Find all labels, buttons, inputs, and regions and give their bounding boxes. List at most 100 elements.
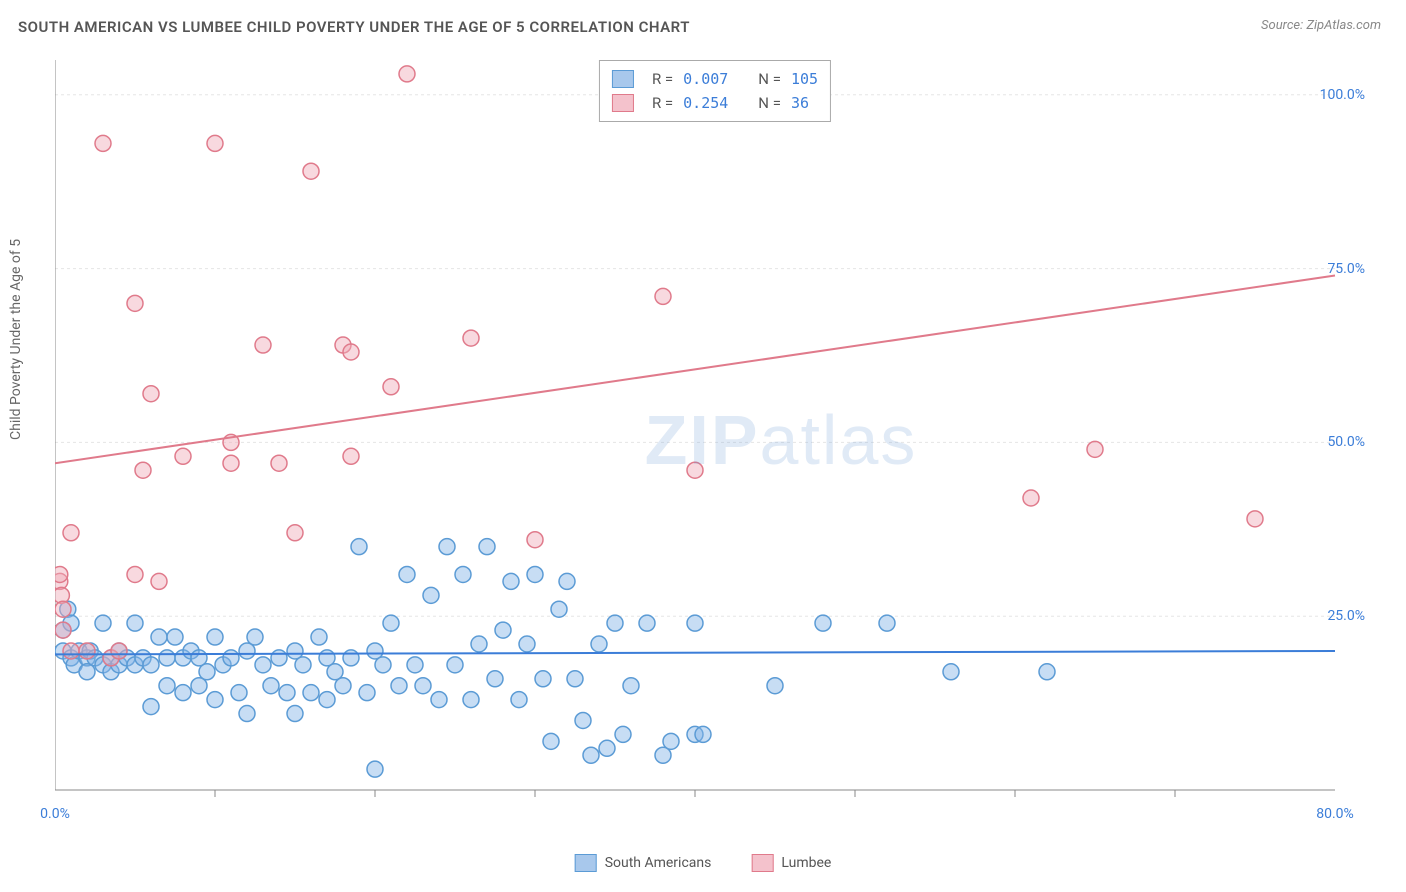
data-point bbox=[575, 712, 591, 728]
data-point bbox=[431, 692, 447, 708]
data-point bbox=[815, 615, 831, 631]
data-point bbox=[55, 601, 71, 617]
source-attribution: Source: ZipAtlas.com bbox=[1261, 18, 1381, 33]
data-point bbox=[615, 726, 631, 742]
legend-item: South Americans bbox=[575, 854, 712, 872]
data-point bbox=[175, 448, 191, 464]
data-point bbox=[471, 636, 487, 652]
data-point bbox=[223, 650, 239, 666]
data-point bbox=[423, 587, 439, 603]
data-point bbox=[207, 135, 223, 151]
data-point bbox=[1023, 490, 1039, 506]
y-axis-label: Child Poverty Under the Age of 5 bbox=[8, 239, 24, 440]
data-point bbox=[207, 629, 223, 645]
data-point bbox=[335, 678, 351, 694]
data-point bbox=[943, 664, 959, 680]
data-point bbox=[623, 678, 639, 694]
data-point bbox=[135, 462, 151, 478]
data-point bbox=[559, 573, 575, 589]
legend-label: Lumbee bbox=[781, 855, 831, 871]
legend-swatch bbox=[575, 854, 597, 872]
data-point bbox=[879, 615, 895, 631]
data-point bbox=[343, 650, 359, 666]
legend-item: Lumbee bbox=[751, 854, 831, 872]
data-point bbox=[223, 455, 239, 471]
data-point bbox=[303, 685, 319, 701]
data-point bbox=[295, 657, 311, 673]
data-point bbox=[351, 539, 367, 555]
data-point bbox=[567, 671, 583, 687]
data-point bbox=[583, 747, 599, 763]
source-name: ZipAtlas.com bbox=[1306, 18, 1381, 33]
x-tick-label: 0.0% bbox=[40, 806, 70, 822]
data-point bbox=[1039, 664, 1055, 680]
trend-line bbox=[55, 276, 1335, 464]
plot-area: R =0.007N =105R =0.254N = 36 ZIPatlas 25… bbox=[55, 60, 1375, 820]
data-point bbox=[367, 761, 383, 777]
y-tick-label: 75.0% bbox=[1327, 261, 1365, 277]
data-point bbox=[143, 699, 159, 715]
data-point bbox=[175, 685, 191, 701]
data-point bbox=[551, 601, 567, 617]
data-point bbox=[767, 678, 783, 694]
data-point bbox=[207, 692, 223, 708]
data-point bbox=[687, 462, 703, 478]
data-point bbox=[1087, 441, 1103, 457]
stats-r-label: R = bbox=[652, 67, 673, 91]
data-point bbox=[599, 740, 615, 756]
legend-label: South Americans bbox=[605, 855, 712, 871]
data-point bbox=[479, 539, 495, 555]
data-point bbox=[263, 678, 279, 694]
data-point bbox=[463, 330, 479, 346]
data-point bbox=[447, 657, 463, 673]
data-point bbox=[655, 288, 671, 304]
data-point bbox=[439, 539, 455, 555]
data-point bbox=[663, 733, 679, 749]
stats-n-value: 105 bbox=[791, 67, 818, 91]
data-point bbox=[343, 344, 359, 360]
data-point bbox=[695, 726, 711, 742]
data-point bbox=[127, 295, 143, 311]
y-tick-label: 100.0% bbox=[1320, 87, 1365, 103]
data-point bbox=[463, 692, 479, 708]
stats-n-value: 36 bbox=[791, 91, 809, 115]
data-point bbox=[591, 636, 607, 652]
data-point bbox=[143, 386, 159, 402]
data-point bbox=[639, 615, 655, 631]
data-point bbox=[407, 657, 423, 673]
bottom-legend: South Americans Lumbee bbox=[575, 854, 832, 872]
data-point bbox=[343, 448, 359, 464]
stats-row: R =0.007N =105 bbox=[612, 67, 818, 91]
data-point bbox=[287, 706, 303, 722]
data-point bbox=[95, 135, 111, 151]
data-point bbox=[383, 615, 399, 631]
data-point bbox=[127, 566, 143, 582]
chart-container: SOUTH AMERICAN VS LUMBEE CHILD POVERTY U… bbox=[0, 0, 1406, 892]
stats-r-label: R = bbox=[652, 91, 673, 115]
data-point bbox=[503, 573, 519, 589]
data-point bbox=[159, 678, 175, 694]
data-point bbox=[319, 692, 335, 708]
data-point bbox=[255, 337, 271, 353]
data-point bbox=[63, 643, 79, 659]
data-point bbox=[1247, 511, 1263, 527]
stats-legend: R =0.007N =105R =0.254N = 36 bbox=[599, 60, 831, 122]
data-point bbox=[271, 650, 287, 666]
stats-n-label: N = bbox=[758, 91, 781, 115]
data-point bbox=[303, 163, 319, 179]
source-label: Source: bbox=[1261, 18, 1303, 33]
data-point bbox=[127, 615, 143, 631]
data-point bbox=[543, 733, 559, 749]
data-point bbox=[239, 706, 255, 722]
data-point bbox=[375, 657, 391, 673]
data-point bbox=[167, 629, 183, 645]
data-point bbox=[271, 455, 287, 471]
plot-svg bbox=[55, 60, 1375, 820]
y-tick-label: 50.0% bbox=[1327, 434, 1365, 450]
data-point bbox=[535, 671, 551, 687]
data-point bbox=[383, 379, 399, 395]
data-point bbox=[79, 643, 95, 659]
data-point bbox=[527, 566, 543, 582]
legend-swatch bbox=[612, 70, 634, 88]
data-point bbox=[199, 664, 215, 680]
